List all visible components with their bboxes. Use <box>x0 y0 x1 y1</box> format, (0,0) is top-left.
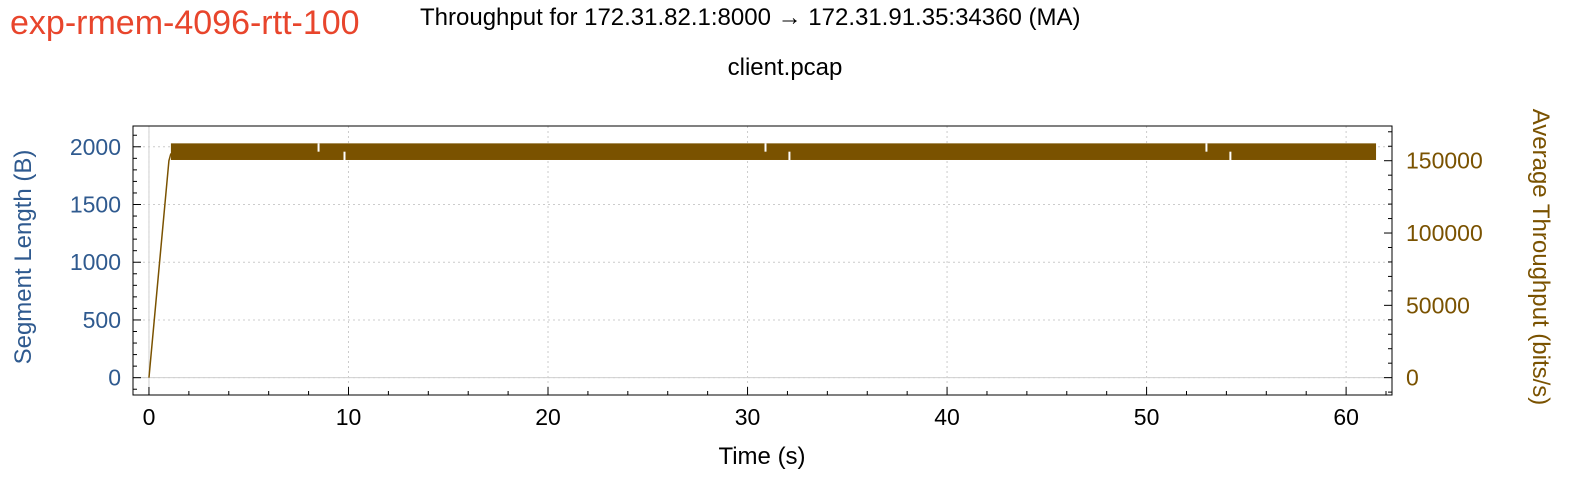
y-right-tick-label: 100000 <box>1406 220 1483 246</box>
throughput-series <box>148 143 1377 378</box>
x-tick-label: 40 <box>934 404 960 430</box>
x-tick-label: 30 <box>735 404 761 430</box>
y-right-tick-label: 50000 <box>1406 292 1470 318</box>
y-right-tick-label: 150000 <box>1406 148 1483 174</box>
y-left-tick-label: 1500 <box>70 192 121 218</box>
throughput-ramp <box>148 153 172 378</box>
grid-lines <box>133 126 1392 395</box>
x-tick-label: 0 <box>143 404 156 430</box>
y-axis-left-label: Segment Length (B) <box>10 150 37 365</box>
y-left-tick-label: 2000 <box>70 134 121 160</box>
y-right-tick-label: 0 <box>1406 365 1419 391</box>
chart-title: Throughput for 172.31.82.1:8000 → 172.31… <box>420 4 1081 31</box>
experiment-label: exp-rmem-4096-rtt-100 <box>10 4 360 42</box>
throughput-band <box>170 143 1377 160</box>
plot-frame <box>132 125 1393 396</box>
y-left-tick-label: 1000 <box>70 249 121 275</box>
x-tick-label: 60 <box>1333 404 1359 430</box>
y-left-tick-label: 0 <box>108 365 121 391</box>
y-left-tick-label: 500 <box>83 307 121 333</box>
x-axis-label: Time (s) <box>718 443 805 470</box>
x-axis: 0 10 20 30 40 50 60 <box>143 387 1387 430</box>
chart-subtitle: client.pcap <box>727 54 843 81</box>
x-tick-label: 10 <box>336 404 362 430</box>
y-axis-left: 0 500 1000 1500 2000 <box>70 134 141 391</box>
x-tick-label: 50 <box>1134 404 1160 430</box>
x-tick-label: 20 <box>535 404 561 430</box>
y-axis-right: 0 50000 100000 150000 <box>1384 131 1483 393</box>
y-axis-right-label: Average Throughput (bits/s) <box>1527 109 1554 406</box>
